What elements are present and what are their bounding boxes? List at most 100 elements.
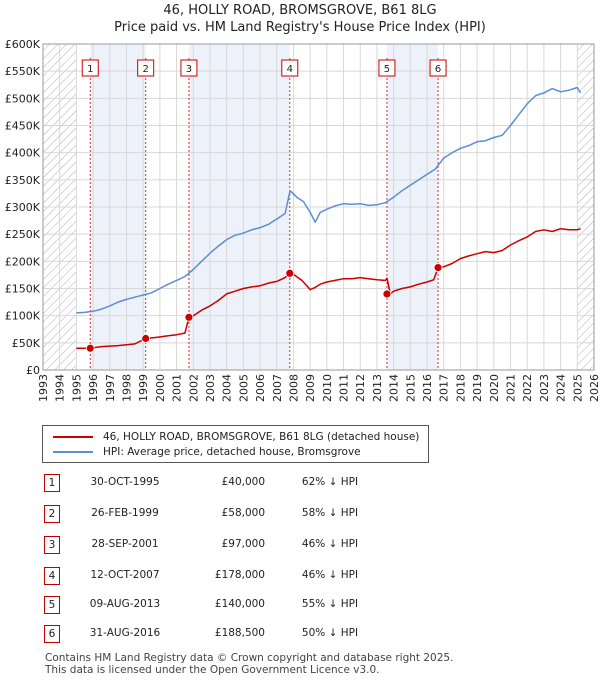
- transaction-hpi-diff: 58% ↓ HPI: [301, 507, 359, 519]
- x-tick-label: 2005: [237, 374, 250, 402]
- x-tick-label: 2018: [454, 374, 467, 402]
- x-tick-label: 2014: [388, 374, 401, 402]
- transaction-hpi-diff: 50% ↓ HPI: [301, 627, 359, 639]
- legend-label-hpi: HPI: Average price, detached house, Brom…: [103, 446, 361, 458]
- transaction-date: 09-AUG-2013: [89, 598, 161, 610]
- y-tick-label: £50K: [12, 337, 41, 350]
- x-tick-label: 2023: [538, 374, 551, 402]
- transaction-hpi-diff: 46% ↓ HPI: [301, 569, 359, 581]
- x-tick-label: 1999: [137, 374, 150, 402]
- x-tick-label: 2024: [555, 374, 568, 402]
- price-chart: 1 2 3 4 5 6 £0 £50K £100K £150K £200K £250K £300K £3…: [5, 38, 600, 402]
- table-row: 1 30-OCT-1995 £40,000 62% ↓ HPI: [0, 474, 600, 492]
- transaction-date: 30-OCT-1995: [90, 476, 160, 488]
- sale-number-box: [81, 59, 99, 77]
- transaction-price: £97,000: [221, 538, 265, 550]
- table-row: 5 09-AUG-2013 £140,000 55% ↓ HPI: [0, 596, 600, 614]
- y-tick-label: £200K: [5, 255, 41, 268]
- sale-number-label: 1: [87, 64, 93, 75]
- transaction-number: 3: [44, 536, 60, 554]
- y-tick-label: £450K: [5, 120, 41, 133]
- x-tick-label: 2011: [338, 374, 351, 402]
- legend-swatch-property: [53, 436, 93, 438]
- x-tick-label: 1996: [87, 374, 100, 402]
- sale-point-marker: [184, 312, 194, 322]
- sale-number-label: 5: [384, 64, 390, 75]
- x-tick-label: 2013: [371, 374, 384, 402]
- sale-number-box: [429, 59, 447, 77]
- transaction-price: £178,000: [214, 569, 265, 581]
- table-row: 4 12-OCT-2007 £178,000 46% ↓ HPI: [0, 567, 600, 585]
- y-tick-label: £300K: [5, 201, 41, 214]
- transaction-hpi-diff: 55% ↓ HPI: [301, 598, 359, 610]
- transaction-hpi-diff: 62% ↓ HPI: [301, 476, 359, 488]
- sale-point-marker: [85, 343, 95, 353]
- sale-number-box: [180, 59, 198, 77]
- table-row: 3 28-SEP-2001 £97,000 46% ↓ HPI: [0, 536, 600, 554]
- x-tick-label: 1997: [104, 374, 117, 402]
- x-tick-label: 1998: [120, 374, 133, 402]
- x-tick-label: 2006: [254, 374, 267, 402]
- y-tick-label: £100K: [5, 310, 41, 323]
- sale-point-marker: [433, 263, 443, 272]
- sale-number-box: [378, 59, 396, 77]
- transaction-number: 4: [44, 567, 60, 585]
- x-tick-label: 2003: [204, 374, 217, 402]
- sale-number-label: 4: [287, 64, 293, 75]
- y-tick-label: £150K: [5, 283, 41, 296]
- x-tick-label: 2002: [187, 374, 200, 402]
- sale-point-marker: [285, 268, 295, 278]
- transaction-price: £58,000: [221, 507, 265, 519]
- transaction-hpi-diff: 46% ↓ HPI: [301, 538, 359, 550]
- hpi-line: [76, 86, 582, 314]
- x-tick-label: 1994: [54, 374, 67, 402]
- x-tick-label: 1993: [37, 374, 50, 402]
- y-tick-label: £550K: [5, 65, 41, 78]
- sale-number-label: 6: [435, 64, 441, 75]
- transaction-number: 5: [44, 596, 60, 614]
- transaction-date: 31-AUG-2016: [89, 627, 161, 639]
- transaction-price: £40,000: [221, 476, 265, 488]
- legend: 46, HOLLY ROAD, BROMSGROVE, B61 8LG (det…: [42, 425, 429, 463]
- x-tick-label: 2012: [354, 374, 367, 402]
- transaction-number: 6: [44, 625, 60, 643]
- sale-number-label: 3: [186, 64, 192, 75]
- y-tick-label: £350K: [5, 174, 41, 187]
- x-tick-label: 1995: [70, 374, 83, 402]
- x-tick-label: 2025: [571, 374, 584, 402]
- x-tick-label: 2017: [438, 374, 451, 402]
- transaction-price: £140,000: [214, 598, 265, 610]
- legend-label-property: 46, HOLLY ROAD, BROMSGROVE, B61 8LG (det…: [103, 431, 420, 443]
- x-tick-label: 2009: [304, 374, 317, 402]
- chart-title: 46, HOLLY ROAD, BROMSGROVE, B61 8LG: [163, 3, 437, 18]
- x-tick-label: 2016: [421, 374, 434, 402]
- x-tick-label: 2020: [488, 374, 501, 402]
- x-tick-label: 2008: [287, 374, 300, 402]
- y-tick-label: £500K: [5, 92, 41, 105]
- x-tick-label: 2004: [221, 374, 234, 402]
- footer: Contains HM Land Registry data © Crown c…: [45, 652, 453, 676]
- transaction-number: 1: [44, 474, 60, 492]
- x-tick-label: 2010: [321, 374, 334, 402]
- y-tick-label: £400K: [5, 147, 41, 160]
- table-row: 6 31-AUG-2016 £188,500 50% ↓ HPI: [0, 625, 600, 643]
- legend-item-hpi: HPI: Average price, detached house, Brom…: [53, 446, 361, 458]
- y-tick-label: £600K: [5, 38, 41, 51]
- x-tick-label: 2026: [588, 374, 600, 402]
- sale-number-box: [137, 59, 155, 77]
- x-tick-label: 2019: [471, 374, 484, 402]
- transaction-date: 26-FEB-1999: [91, 507, 159, 519]
- footer-copyright: Contains HM Land Registry data © Crown c…: [45, 652, 454, 664]
- y-tick-label: £0: [26, 364, 40, 377]
- x-tick-label: 2001: [171, 374, 184, 402]
- legend-item-property: 46, HOLLY ROAD, BROMSGROVE, B61 8LG (det…: [53, 431, 419, 443]
- x-tick-label: 2022: [521, 374, 534, 402]
- y-tick-label: £250K: [5, 228, 41, 241]
- chart-subtitle: Price paid vs. HM Land Registry's House …: [114, 20, 486, 35]
- legend-swatch-hpi: [53, 451, 93, 453]
- plot-frame: [42, 43, 595, 371]
- x-tick-label: 2021: [505, 374, 518, 402]
- transaction-price: £188,500: [214, 627, 265, 639]
- sale-point-marker: [382, 289, 392, 299]
- sale-point-marker: [141, 334, 151, 343]
